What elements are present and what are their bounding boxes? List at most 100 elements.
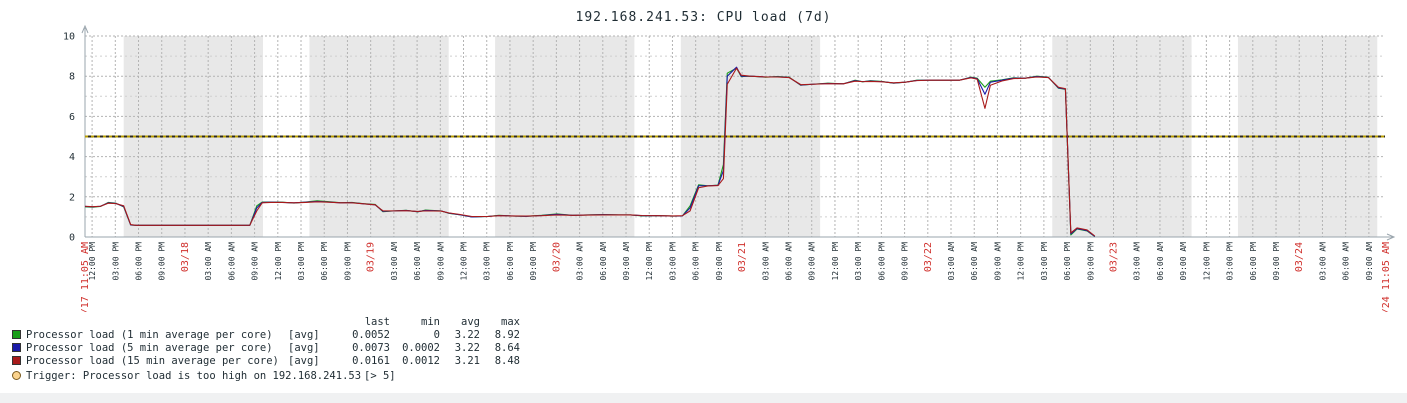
trigger-threshold: [> 5] bbox=[364, 370, 396, 382]
legend-max: 8.48 bbox=[494, 355, 520, 367]
x-time-label: 03:00 AM bbox=[576, 242, 585, 281]
x-time-label: 09:00 PM bbox=[343, 242, 352, 281]
y-tick-label: 2 bbox=[69, 192, 75, 203]
x-time-label: 09:00 PM bbox=[715, 242, 724, 281]
x-date-label: 03/22 bbox=[923, 242, 934, 272]
legend-function: [avg] bbox=[288, 342, 320, 354]
x-time-label: 06:00 PM bbox=[1063, 242, 1072, 281]
x-time-label: 09:00 PM bbox=[1272, 242, 1281, 281]
x-date-label: 03/19 bbox=[366, 242, 377, 272]
legend-avg: 3.21 bbox=[454, 355, 480, 367]
x-time-label: 09:00 AM bbox=[808, 242, 817, 281]
legend-header-last: last bbox=[364, 316, 390, 328]
x-time-label: 03:00 PM bbox=[1040, 242, 1049, 281]
x-time-label: 12:00 PM bbox=[274, 242, 283, 281]
legend-last: 0.0052 bbox=[352, 329, 390, 341]
cpu-load-chart: 0 2 4 6 8 10 12:00 PM 03:00 PM 06:00 PM 09:00 PM… bbox=[63, 24, 1396, 312]
legend-swatch bbox=[12, 343, 21, 352]
legend-min: 0.0012 bbox=[402, 355, 440, 367]
x-time-label: 03:00 AM bbox=[1318, 242, 1327, 281]
x-time-label: 12:00 PM bbox=[460, 242, 469, 281]
x-time-label: 09:00 PM bbox=[529, 242, 538, 281]
x-time-label: 06:00 AM bbox=[785, 242, 794, 281]
trigger-description: Trigger: Processor load is too high on 1… bbox=[26, 370, 362, 382]
y-tick-label: 6 bbox=[69, 112, 75, 123]
x-time-label: 09:00 PM bbox=[1086, 242, 1095, 281]
legend-avg: 3.22 bbox=[454, 342, 480, 354]
legend-swatch bbox=[12, 330, 21, 339]
graph-panel: 192.168.241.53: CPU load (7d) 0 2 4 6 8 10 12… bbox=[0, 0, 1407, 393]
x-time-label: 06:00 PM bbox=[692, 242, 701, 281]
axes bbox=[81, 24, 1396, 241]
x-time-label: 06:00 AM bbox=[413, 242, 422, 281]
x-time-label: 03:00 AM bbox=[947, 242, 956, 281]
x-date-label: 03/18 bbox=[180, 242, 191, 272]
x-time-label: 03:00 AM bbox=[1133, 242, 1142, 281]
x-time-label: 06:00 AM bbox=[1156, 242, 1165, 281]
x-time-label: 06:00 AM bbox=[227, 242, 236, 281]
x-range-end-label: 03/24 11:05 AM bbox=[1381, 242, 1392, 312]
x-time-label: 12:00 PM bbox=[88, 242, 97, 281]
x-time-label: 03:00 PM bbox=[297, 242, 306, 281]
x-time-label: 06:00 PM bbox=[506, 242, 515, 281]
legend-header-max: max bbox=[501, 316, 520, 328]
x-time-label: 06:00 AM bbox=[1342, 242, 1351, 281]
legend-avg: 3.22 bbox=[454, 329, 480, 341]
x-time-label: 03:00 PM bbox=[854, 242, 863, 281]
x-time-label: 06:00 PM bbox=[877, 242, 886, 281]
x-time-label: 03:00 AM bbox=[390, 242, 399, 281]
legend-series-name: Processor load (15 min average per core) bbox=[26, 355, 279, 367]
chart-title: 192.168.241.53: CPU load (7d) bbox=[575, 10, 832, 25]
legend-series-name: Processor load (5 min average per core) bbox=[26, 342, 273, 354]
x-time-label: 03:00 PM bbox=[483, 242, 492, 281]
x-date-label: 03/21 bbox=[737, 242, 748, 272]
x-time-label: 06:00 AM bbox=[599, 242, 608, 281]
series-line-2 bbox=[84, 67, 1096, 237]
legend-min: 0 bbox=[433, 329, 440, 341]
x-time-label: 09:00 AM bbox=[622, 242, 631, 281]
y-tick-label: 8 bbox=[69, 72, 75, 83]
x-axis-arrow bbox=[1386, 233, 1396, 241]
series-lines bbox=[84, 66, 1096, 238]
x-time-label: 03:00 PM bbox=[1226, 242, 1235, 281]
x-time-label: 12:00 PM bbox=[645, 242, 654, 281]
x-time-label: 09:00 AM bbox=[436, 242, 445, 281]
legend-max: 8.92 bbox=[494, 329, 520, 341]
x-time-label: 06:00 AM bbox=[970, 242, 979, 281]
y-axis-arrow bbox=[81, 24, 89, 34]
x-date-label: 03/20 bbox=[551, 242, 562, 272]
trigger-icon bbox=[12, 371, 21, 380]
x-time-label: 09:00 PM bbox=[901, 242, 910, 281]
y-axis-ticks: 0 2 4 6 8 10 bbox=[63, 32, 75, 244]
y-tick-label: 0 bbox=[69, 233, 75, 244]
x-time-label: 06:00 PM bbox=[320, 242, 329, 281]
x-time-label: 09:00 PM bbox=[158, 242, 167, 281]
legend-last: 0.0161 bbox=[352, 355, 390, 367]
legend-swatch bbox=[12, 356, 21, 365]
legend-header-avg: avg bbox=[461, 316, 480, 328]
x-time-label: 12:00 PM bbox=[831, 242, 840, 281]
x-time-label: 03:00 PM bbox=[111, 242, 120, 281]
x-time-label: 03:00 AM bbox=[204, 242, 213, 281]
x-time-label: 09:00 AM bbox=[1365, 242, 1374, 281]
x-date-label: 03/24 bbox=[1294, 242, 1305, 272]
y-tick-label: 10 bbox=[63, 32, 75, 43]
x-time-label: 09:00 AM bbox=[993, 242, 1002, 281]
legend-max: 8.64 bbox=[494, 342, 520, 354]
y-tick-label: 4 bbox=[69, 152, 75, 163]
legend-last: 0.0073 bbox=[352, 342, 390, 354]
x-time-label: 09:00 AM bbox=[1179, 242, 1188, 281]
x-time-label: 06:00 PM bbox=[1249, 242, 1258, 281]
x-date-label: 03/23 bbox=[1109, 242, 1120, 272]
x-time-label: 03:00 AM bbox=[761, 242, 770, 281]
x-time-label: 09:00 AM bbox=[251, 242, 260, 281]
legend-function: [avg] bbox=[288, 355, 320, 367]
legend-header-min: min bbox=[421, 316, 440, 328]
x-axis-ticks: 12:00 PM 03:00 PM 06:00 PM 09:00 PM 03/18 03:… bbox=[80, 242, 1392, 312]
legend-function: [avg] bbox=[288, 329, 320, 341]
legend-min: 0.0002 bbox=[402, 342, 440, 354]
x-time-label: 12:00 PM bbox=[1017, 242, 1026, 281]
x-time-label: 03:00 PM bbox=[668, 242, 677, 281]
x-time-label: 06:00 PM bbox=[135, 242, 144, 281]
legend-series-name: Processor load (1 min average per core) bbox=[26, 329, 273, 341]
